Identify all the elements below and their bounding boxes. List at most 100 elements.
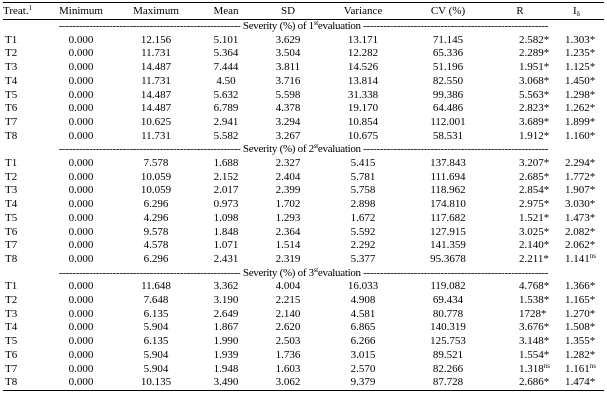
cell-sd: 3.294	[275, 115, 301, 128]
cell-variance: 13.171	[347, 33, 379, 46]
cell-r: 1.538*	[491, 294, 549, 308]
cell-value: 2.062	[565, 239, 590, 252]
cell-r: 3.689*	[491, 116, 549, 130]
cell-variance: 9.379	[321, 376, 405, 391]
table-row: T8 0.000 6.296 2.431 2.319 5.377 95.3678 2.211*…	[3, 252, 604, 267]
significance-mark: *	[543, 280, 550, 293]
cell-i-delta: 2.062*	[549, 239, 604, 253]
table-row: T3 0.000 10.059 2.017 2.399 5.758 118.962 2.854…	[3, 184, 604, 198]
cell-value: 1.772	[565, 170, 590, 183]
cell-minimum: 0.000	[68, 239, 94, 252]
cell-cv: 117.682	[430, 211, 466, 224]
cell-cv: 112.001	[430, 115, 466, 128]
cell-sd: 1.514	[275, 239, 301, 252]
cell-value: 4.768	[519, 280, 544, 293]
cell-i-delta: 1.235*	[549, 47, 604, 61]
cell-mean: 1.948	[213, 362, 239, 375]
cell-sd: 2.215	[275, 294, 301, 307]
significance-mark: *	[589, 376, 596, 389]
cell-treat: T8	[3, 376, 47, 391]
significance-mark: *	[543, 74, 550, 87]
cell-value: 1.521	[519, 211, 544, 224]
cell-sd: 3.062	[255, 376, 321, 391]
table-row: T5 0.000 4.296 1.098 1.293 1.672 117.682 1.521*…	[3, 212, 604, 226]
cell-sd: 2.399	[275, 184, 301, 197]
cell-minimum: 0.000	[68, 129, 94, 142]
significance-mark: *	[589, 321, 596, 334]
cell-sd: 2.327	[275, 157, 301, 170]
significance-mark: *	[589, 170, 596, 183]
cell-r: 4.768*	[491, 280, 549, 294]
cell-mean: 5.582	[213, 129, 239, 142]
cell-i-delta: 1.474*	[549, 376, 604, 391]
cell-r: 1728*	[491, 308, 549, 322]
significance-mark: ns	[543, 361, 550, 370]
cell-mean: 1.098	[213, 211, 239, 224]
significance-mark: *	[543, 376, 550, 389]
table-row: T7 0.000 4.578 1.071 1.514 2.292 141.359 2.140*…	[3, 239, 604, 253]
table-row: T7 0.000 10.625 2.941 3.294 10.854 112.001 3.68…	[3, 116, 604, 130]
cell-cv: 71.145	[432, 33, 464, 46]
cell-r: 2.582*	[491, 34, 549, 48]
cell-cv: 89.521	[432, 348, 464, 361]
cell-minimum: 0.000	[68, 225, 94, 238]
cell-mean: 6.789	[213, 102, 239, 115]
cell-variance: 2.570	[350, 362, 376, 375]
cell-variance: 2.292	[350, 239, 376, 252]
cell-cv: 69.434	[432, 294, 464, 307]
section-title: ----------------------------------------…	[3, 143, 604, 157]
section-divider-row: ----------------------------------------…	[3, 20, 604, 34]
cell-value: 1.899	[565, 115, 590, 128]
cell-value: 2.854	[519, 184, 544, 197]
section-third-evaluation: ----------------------------------------…	[3, 266, 604, 391]
significance-mark: *	[589, 335, 596, 348]
header-row: Treat.1 Minimum Maximum Mean SD Variance…	[3, 2, 604, 20]
cell-value: 2.294	[565, 157, 590, 170]
cell-minimum: 0.000	[68, 321, 94, 334]
cell-sd: 2.503	[275, 335, 301, 348]
cell-r: 3.068*	[491, 75, 549, 89]
table-row: T1 0.000 7.578 1.688 2.327 5.415 137.843 3.207*…	[3, 157, 604, 171]
cell-treat: T5	[5, 335, 18, 348]
significance-mark: ns	[589, 361, 596, 370]
significance-mark: *	[543, 198, 550, 211]
cell-value: 1.262	[565, 102, 590, 115]
cell-maximum: 14.487	[140, 61, 172, 74]
cell-maximum: 11.648	[141, 280, 171, 293]
cell-maximum: 4.296	[143, 211, 169, 224]
cell-mean: 1.990	[213, 335, 239, 348]
cell-value: 2.082	[565, 225, 590, 238]
cell-treat: T6	[5, 348, 18, 361]
cell-sd: 3.267	[275, 129, 301, 142]
cell-i-delta: 1.270*	[549, 308, 604, 322]
header-minimum: Minimum	[47, 2, 115, 20]
table-row: T7 0.000 5.904 1.948 1.603 2.570 82.266 1.318ns…	[3, 361, 604, 377]
cell-value: 1.270	[565, 307, 590, 320]
cell-treat: T5	[5, 211, 18, 224]
cell-cv: 87.728	[405, 376, 491, 391]
header-mean: Mean	[197, 2, 255, 20]
cell-cv: 137.843	[430, 157, 466, 170]
header-sd: SD	[255, 2, 321, 20]
significance-mark: *	[543, 88, 550, 101]
cell-mean: 1.867	[213, 321, 239, 334]
cell-minimum: 0.000	[68, 74, 94, 87]
cell-i-delta: 1.125*	[549, 61, 604, 75]
cell-minimum: 0.000	[68, 157, 94, 170]
cell-treat: T4	[5, 198, 18, 211]
significance-mark: *	[589, 198, 596, 211]
cell-value: 5.563	[519, 88, 544, 101]
significance-mark: *	[589, 129, 596, 142]
cell-i-delta: 1.355*	[549, 335, 604, 349]
header-cv: CV (%)	[405, 2, 491, 20]
cell-value: 1.235	[565, 47, 590, 60]
cell-r: 1.521*	[491, 212, 549, 226]
section-title-ordinal: st	[313, 19, 318, 27]
significance-mark: *	[543, 225, 550, 238]
significance-mark: *	[589, 211, 596, 224]
table-row: T2 0.000 7.648 3.190 2.215 4.908 69.434 1.538* 1…	[3, 294, 604, 308]
cell-minimum: 0.000	[68, 335, 94, 348]
section-title-right: evaluation -----------------------------…	[317, 266, 549, 279]
cell-treat: T2	[5, 47, 18, 60]
cell-value: 1.318	[519, 362, 544, 375]
